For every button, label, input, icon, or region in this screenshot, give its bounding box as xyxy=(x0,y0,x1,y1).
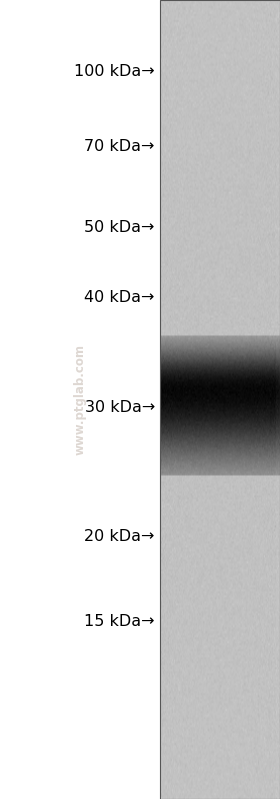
Text: 50 kDa→: 50 kDa→ xyxy=(85,221,155,235)
Text: 20 kDa→: 20 kDa→ xyxy=(85,530,155,544)
Text: 15 kDa→: 15 kDa→ xyxy=(84,614,155,629)
Text: 40 kDa→: 40 kDa→ xyxy=(85,290,155,304)
Bar xyxy=(160,0,280,799)
Text: www.ptglab.com: www.ptglab.com xyxy=(73,344,87,455)
Text: 30 kDa→: 30 kDa→ xyxy=(85,400,155,415)
Text: 100 kDa→: 100 kDa→ xyxy=(74,65,155,79)
Text: 70 kDa→: 70 kDa→ xyxy=(85,139,155,153)
